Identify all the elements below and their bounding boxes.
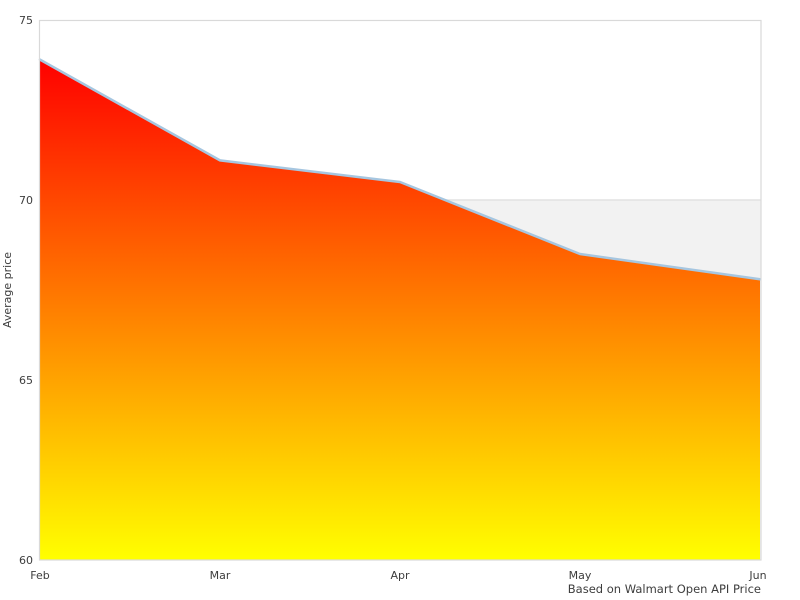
plot-border: [38, 19, 762, 561]
x-tick-feb: Feb: [30, 569, 49, 582]
y-tick-75: 75: [19, 14, 33, 27]
x-tick-apr: Apr: [390, 569, 410, 582]
x-tick-jun: Jun: [748, 569, 766, 582]
y-axis-title: Average price: [1, 252, 14, 328]
y-tick-70: 70: [19, 194, 33, 207]
x-tick-may: May: [569, 569, 592, 582]
x-tick-mar: Mar: [210, 569, 231, 582]
y-tick-60: 60: [19, 554, 33, 567]
y-tick-65: 65: [19, 374, 33, 387]
area-series-line: [38, 58, 762, 281]
area-series: [40, 59, 760, 560]
chart-caption: Based on Walmart Open API Price: [568, 582, 761, 596]
